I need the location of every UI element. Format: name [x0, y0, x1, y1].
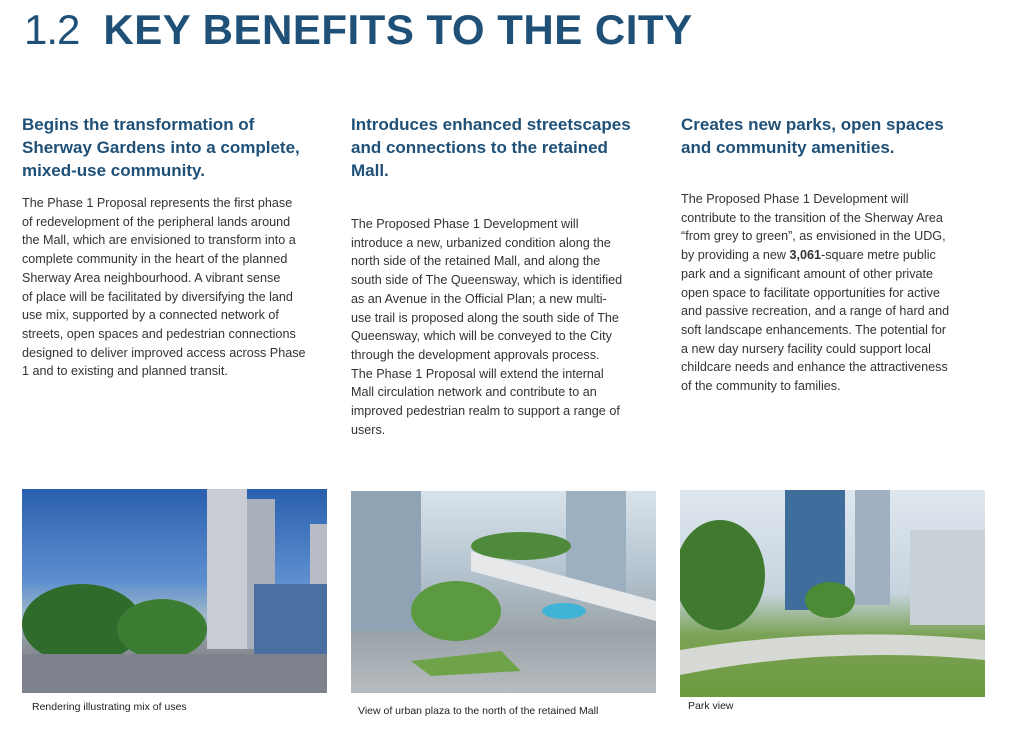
body-line: as an Avenue in the Official Plan; a new…	[351, 291, 607, 306]
park-view-image	[680, 490, 985, 697]
plaza-illustration	[351, 491, 656, 676]
body-line: a new day nursery facility could support…	[681, 341, 931, 356]
body-line: streets, open spaces and pedestrian conn…	[22, 326, 296, 341]
park-area-value: 3,061	[789, 248, 822, 263]
body-line: introduce a new, urbanized condition alo…	[351, 235, 611, 250]
image-caption: Park view	[688, 700, 734, 712]
body-line: park and a significant amount of other p…	[681, 266, 934, 281]
heading-line: Creates new parks, open spaces	[681, 115, 944, 134]
body-line: contribute to the transition of the Sher…	[681, 210, 943, 225]
body-line: through the development approvals proces…	[351, 347, 600, 362]
section-title: KEY BENEFITS TO THE CITY	[103, 6, 693, 53]
heading-line: Sherway Gardens into a complete,	[22, 138, 300, 157]
column-body: The Proposed Phase 1 Development will in…	[351, 215, 671, 439]
image-caption: Rendering illustrating mix of uses	[32, 701, 187, 713]
body-line: use trail is proposed along the south si…	[351, 310, 619, 325]
body-line: users.	[351, 422, 386, 437]
body-line: and passive recreation, and a range of h…	[681, 304, 950, 319]
body-line: Queensway, which will be conveyed to the…	[351, 329, 612, 344]
heading-line: mixed-use community.	[22, 161, 205, 180]
body-line: The Phase 1 Proposal will extend the int…	[351, 366, 604, 381]
body-text: by providing a new	[681, 248, 790, 263]
heading-line: Begins the transformation of	[22, 115, 255, 134]
urban-plaza-image	[351, 491, 656, 693]
body-line: designed to deliver improved access acro…	[22, 345, 306, 360]
body-line: soft landscape enhancements. The potenti…	[681, 322, 947, 337]
body-line: childcare needs and enhance the attracti…	[681, 360, 948, 375]
body-line: “from grey to green”, as envisioned in t…	[681, 229, 946, 244]
column-heading: Begins the transformation of Sherway Gar…	[22, 113, 342, 182]
column-mixed-use: Begins the transformation of Sherway Gar…	[22, 113, 342, 381]
column-body: The Proposed Phase 1 Development will co…	[681, 190, 1001, 396]
body-line: by providing a new 3,061-square metre pu…	[681, 246, 1001, 265]
body-line: of redevelopment of the peripheral lands…	[22, 214, 291, 229]
park-illustration	[680, 490, 985, 675]
body-text: -square metre public	[821, 248, 936, 263]
page-title: 1.2 KEY BENEFITS TO THE CITY	[24, 6, 693, 54]
rendering-mix-of-uses-image	[22, 489, 327, 693]
body-line: Mall circulation network and contribute …	[351, 385, 597, 400]
body-line: the Mall, which are envisioned to transf…	[22, 233, 296, 248]
body-line: 1 and to existing and planned transit.	[22, 364, 228, 379]
body-line: of place will be facilitated by diversif…	[22, 289, 293, 304]
rendering-illustration	[22, 489, 327, 693]
column-body: The Phase 1 Proposal represents the firs…	[22, 194, 342, 381]
heading-line: and connections to the retained	[351, 138, 608, 157]
body-line: improved pedestrian realm to support a r…	[351, 404, 620, 419]
body-line: The Proposed Phase 1 Development will	[681, 192, 909, 206]
heading-line: Mall.	[351, 161, 389, 180]
body-line: Sherway Area neighbourhood. A vibrant se…	[22, 270, 281, 285]
image-caption: View of urban plaza to the north of the …	[358, 705, 599, 717]
body-line: The Phase 1 Proposal represents the firs…	[22, 196, 293, 210]
body-line: south side of The Queensway, which is id…	[351, 273, 623, 288]
column-parks: Creates new parks, open spaces and commu…	[681, 113, 1001, 396]
body-line: complete community in the heart of the p…	[22, 252, 288, 267]
body-line: north side of the retained Mall, and alo…	[351, 254, 601, 269]
body-line: of the community to families.	[681, 379, 841, 394]
heading-line: and community amenities.	[681, 138, 895, 157]
body-line: open space to facilitate opportunities f…	[681, 285, 941, 300]
heading-line: Introduces enhanced streetscapes	[351, 115, 631, 134]
column-heading: Introduces enhanced streetscapes and con…	[351, 113, 671, 182]
column-streetscapes: Introduces enhanced streetscapes and con…	[351, 113, 671, 439]
body-line: use mix, supported by a connected networ…	[22, 308, 279, 323]
section-number: 1.2	[24, 6, 80, 53]
body-line: The Proposed Phase 1 Development will	[351, 217, 579, 231]
column-heading: Creates new parks, open spaces and commu…	[681, 113, 1001, 159]
